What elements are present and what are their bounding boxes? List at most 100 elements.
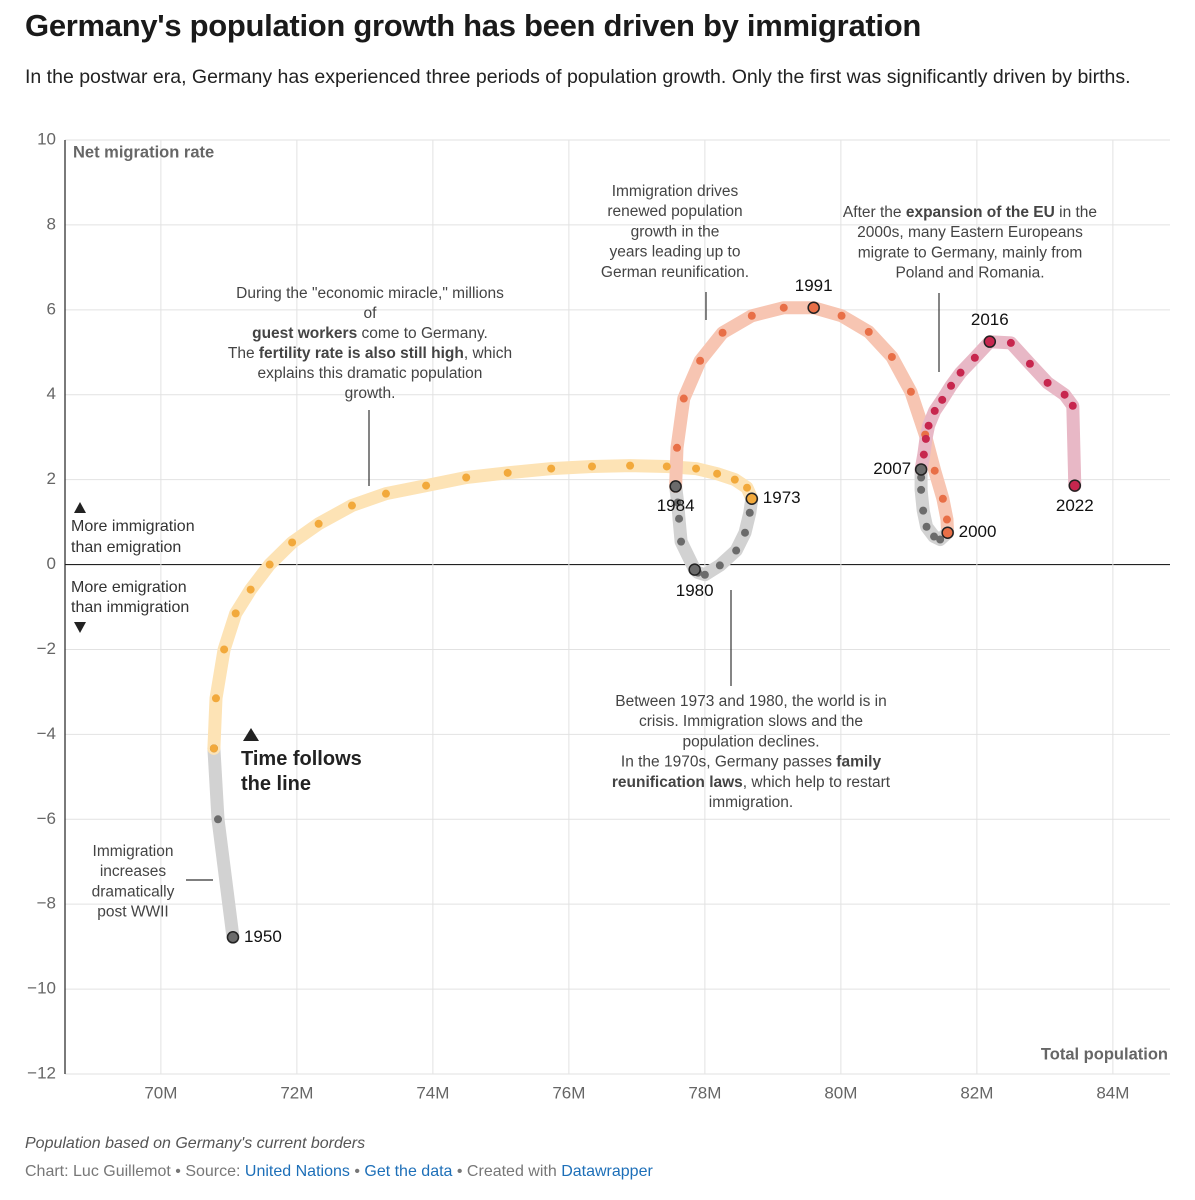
point xyxy=(696,356,705,365)
point xyxy=(956,368,965,377)
annotation-line: After the expansion of the EU in the xyxy=(843,204,1097,221)
annotation-line: population declines. xyxy=(682,733,819,750)
annotation-line: explains this dramatic population xyxy=(258,365,483,382)
annotation-line: guest workers come to Germany. xyxy=(252,325,488,342)
axis-note: than emigration xyxy=(71,539,181,556)
annotation-line: post WWII xyxy=(97,904,168,921)
point xyxy=(942,515,951,524)
annotation-text: growth in the xyxy=(631,223,720,240)
credit-text: Chart: Luc Guillemot • Source: xyxy=(25,1163,245,1180)
point xyxy=(1006,338,1015,347)
annotation-text: of xyxy=(364,305,378,322)
point xyxy=(919,450,928,459)
point xyxy=(906,387,915,396)
highlight-point xyxy=(941,526,954,539)
annotation-line: years leading up to xyxy=(610,244,741,261)
point xyxy=(922,522,931,531)
annotation-text: immigration. xyxy=(709,794,793,811)
point-label: 1991 xyxy=(795,276,833,295)
x-tick-label: 82M xyxy=(960,1083,993,1102)
series-line xyxy=(207,741,240,944)
annotation-line: immigration. xyxy=(709,794,793,811)
point xyxy=(917,485,926,494)
annotation-text: After the xyxy=(843,204,906,221)
data-link[interactable]: Get the data xyxy=(364,1163,453,1180)
point xyxy=(673,498,682,507)
point xyxy=(732,546,741,555)
y-tick-label: −2 xyxy=(37,639,56,658)
y-tick-label: −10 xyxy=(27,979,56,998)
x-tick-label: 72M xyxy=(280,1083,313,1102)
y-tick-label: 10 xyxy=(37,129,56,148)
point xyxy=(675,514,684,523)
down-arrow xyxy=(74,622,86,633)
annotation-line: migrate to Germany, mainly from xyxy=(858,244,1083,261)
axis-note: More emigration xyxy=(71,579,187,596)
point xyxy=(930,532,939,541)
y-tick-label: −6 xyxy=(37,809,56,828)
point xyxy=(917,473,926,482)
annotation-line: Immigration drives xyxy=(612,183,739,200)
annotation-line: of xyxy=(364,305,378,322)
annotation-text: migrate to Germany, mainly from xyxy=(858,244,1083,261)
axis-note: than immigration xyxy=(71,599,189,616)
point xyxy=(919,506,928,515)
point xyxy=(947,381,956,390)
point xyxy=(713,469,722,478)
annotation-text: During the "economic miracle," millions xyxy=(236,285,504,302)
note: Population based on Germany's current bo… xyxy=(25,1135,366,1152)
point xyxy=(1060,390,1069,399)
annotation-line: increases xyxy=(100,863,167,880)
y-tick-label: 8 xyxy=(47,214,56,233)
annotation-text: dramatically xyxy=(92,883,175,900)
point xyxy=(547,464,556,473)
annotation-line: Poland and Romania. xyxy=(895,265,1044,282)
point xyxy=(1043,378,1052,387)
annotation-text: Immigration drives xyxy=(612,183,739,200)
point xyxy=(347,501,356,510)
annotation-text: post WWII xyxy=(97,904,168,921)
annotation-text: growth. xyxy=(345,385,396,402)
annotation-line: dramatically xyxy=(92,883,175,900)
annotation-text: Immigration xyxy=(93,843,174,860)
annotation-line: Immigration xyxy=(93,843,174,860)
tool-link[interactable]: Datawrapper xyxy=(561,1163,653,1180)
annotation-text: , which xyxy=(464,345,512,362)
point xyxy=(936,535,945,544)
annotation-line: growth. xyxy=(345,385,396,402)
annotation-connectors xyxy=(74,292,940,881)
highlight-point xyxy=(669,480,682,493)
annotation-line: In the 1970s, Germany passes family xyxy=(621,754,882,771)
point-label: 1950 xyxy=(244,927,282,946)
point-label: 1980 xyxy=(676,581,714,600)
point xyxy=(209,744,218,753)
highlight-point xyxy=(226,931,240,944)
point xyxy=(887,352,896,361)
point xyxy=(743,483,752,492)
point xyxy=(381,489,390,498)
point xyxy=(288,538,297,547)
point xyxy=(970,353,979,362)
annotation-line: crisis. Immigration slows and the xyxy=(639,713,863,730)
point xyxy=(1068,401,1077,410)
annotation-line: growth in the xyxy=(631,223,720,240)
annotation-text: come to Germany. xyxy=(357,325,488,342)
point xyxy=(700,570,709,579)
point-label: 2016 xyxy=(971,310,1009,329)
source-link[interactable]: United Nations xyxy=(244,1163,350,1180)
y-tick-label: −12 xyxy=(27,1063,56,1082)
highlight-point xyxy=(914,463,928,476)
annotation-line: Between 1973 and 1980, the world is in xyxy=(615,693,886,710)
x-tick-label: 80M xyxy=(824,1083,857,1102)
point xyxy=(930,466,939,475)
subtitle: In the postwar era, Germany has experien… xyxy=(25,66,1131,88)
point xyxy=(662,462,671,471)
title: Germany's population growth has been dri… xyxy=(25,8,921,43)
annotation-line: Time follows xyxy=(241,748,362,770)
point xyxy=(673,443,681,452)
x-axis-title: Total population xyxy=(1041,1045,1168,1063)
point xyxy=(626,461,635,470)
y-tick-label: −4 xyxy=(37,724,56,743)
